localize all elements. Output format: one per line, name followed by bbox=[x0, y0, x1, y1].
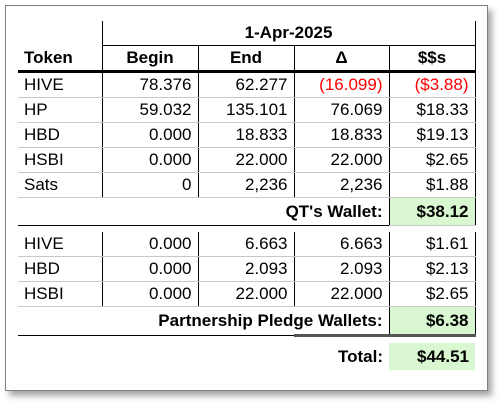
spacer-row bbox=[18, 225, 475, 232]
usd-cell: $18.33 bbox=[388, 97, 476, 123]
table-row: HBD 0.000 18.833 18.833 $19.13 bbox=[18, 122, 476, 148]
delta-cell: 6.663 bbox=[293, 232, 389, 257]
begin-cell: 0.000 bbox=[101, 281, 198, 307]
date-header: 1-Apr-2025 bbox=[101, 21, 476, 46]
table-row: HIVE 0.000 6.663 6.663 $1.61 bbox=[18, 232, 476, 257]
col-end-header: End bbox=[197, 45, 294, 73]
token-cell: HP bbox=[18, 97, 102, 123]
col-begin-header: Begin bbox=[101, 45, 198, 73]
table-row: HBD 0.000 2.093 2.093 $2.13 bbox=[18, 256, 476, 282]
begin-cell: 0.000 bbox=[101, 122, 198, 148]
usd-cell: $1.88 bbox=[388, 172, 476, 198]
begin-cell: 0.000 bbox=[101, 147, 198, 173]
pledge-wallet-row: Partnership Pledge Wallets: $6.38 bbox=[18, 306, 476, 336]
begin-cell: 78.376 bbox=[101, 71, 198, 98]
wallet-summary-card: 1-Apr-2025 Token Begin End Δ $$s HIVE 78… bbox=[5, 5, 488, 391]
wallet-table: 1-Apr-2025 Token Begin End Δ $$s HIVE 78… bbox=[18, 21, 476, 370]
begin-cell: 0.000 bbox=[101, 232, 198, 257]
delta-cell: 22.000 bbox=[293, 281, 389, 307]
table-row: Sats 0 2,236 2,236 $1.88 bbox=[18, 172, 476, 198]
delta-cell: 76.069 bbox=[293, 97, 389, 123]
col-delta-header: Δ bbox=[293, 45, 389, 73]
delta-cell: 2,236 bbox=[293, 172, 389, 198]
delta-cell: 18.833 bbox=[293, 122, 389, 148]
end-cell: 2,236 bbox=[197, 172, 294, 198]
usd-cell: $19.13 bbox=[388, 122, 476, 148]
delta-cell: 22.000 bbox=[293, 147, 389, 173]
token-cell: HIVE bbox=[18, 232, 102, 257]
token-cell: HBD bbox=[18, 256, 102, 282]
token-cell: Sats bbox=[18, 172, 102, 198]
token-cell: HSBI bbox=[18, 147, 102, 173]
qt-wallet-label: QT's Wallet: bbox=[285, 201, 383, 221]
end-cell: 22.000 bbox=[197, 147, 294, 173]
qt-wallet-value: $38.12 bbox=[388, 197, 476, 226]
token-cell: HBD bbox=[18, 122, 102, 148]
col-token-header: Token bbox=[18, 45, 102, 73]
usd-cell: $1.61 bbox=[388, 232, 476, 257]
token-cell: HSBI bbox=[18, 281, 102, 307]
pledge-wallet-label: Partnership Pledge Wallets: bbox=[158, 310, 383, 330]
table-row: HP 59.032 135.101 76.069 $18.33 bbox=[18, 97, 476, 123]
usd-cell: $2.65 bbox=[388, 281, 476, 307]
column-header-row: Token Begin End Δ $$s bbox=[18, 45, 476, 73]
table-row: HSBI 0.000 22.000 22.000 $2.65 bbox=[18, 147, 476, 173]
delta-cell: 2.093 bbox=[293, 256, 389, 282]
date-row: 1-Apr-2025 bbox=[18, 21, 476, 46]
total-value: $44.51 bbox=[389, 343, 475, 370]
pledge-wallet-value: $6.38 bbox=[388, 306, 476, 336]
end-cell: 135.101 bbox=[197, 97, 294, 123]
end-cell: 2.093 bbox=[197, 256, 294, 282]
end-cell: 6.663 bbox=[197, 232, 294, 257]
begin-cell: 0 bbox=[101, 172, 198, 198]
end-cell: 62.277 bbox=[197, 71, 294, 98]
table-row: HIVE 78.376 62.277 (16.099) ($3.88) bbox=[18, 71, 476, 98]
begin-cell: 59.032 bbox=[101, 97, 198, 123]
qt-wallet-row: QT's Wallet: $38.12 bbox=[18, 197, 476, 226]
begin-cell: 0.000 bbox=[101, 256, 198, 282]
end-cell: 18.833 bbox=[197, 122, 294, 148]
end-cell: 22.000 bbox=[197, 281, 294, 307]
usd-cell: $2.13 bbox=[388, 256, 476, 282]
total-label: Total: bbox=[337, 346, 383, 366]
delta-cell: (16.099) bbox=[293, 71, 389, 98]
spacer-row bbox=[18, 334, 475, 343]
usd-cell: ($3.88) bbox=[388, 71, 476, 98]
total-row: Total: $44.51 bbox=[18, 343, 475, 370]
table-row: HSBI 0.000 22.000 22.000 $2.65 bbox=[18, 281, 476, 307]
col-usd-header: $$s bbox=[388, 45, 476, 73]
token-cell: HIVE bbox=[18, 71, 102, 98]
usd-cell: $2.65 bbox=[388, 147, 476, 173]
